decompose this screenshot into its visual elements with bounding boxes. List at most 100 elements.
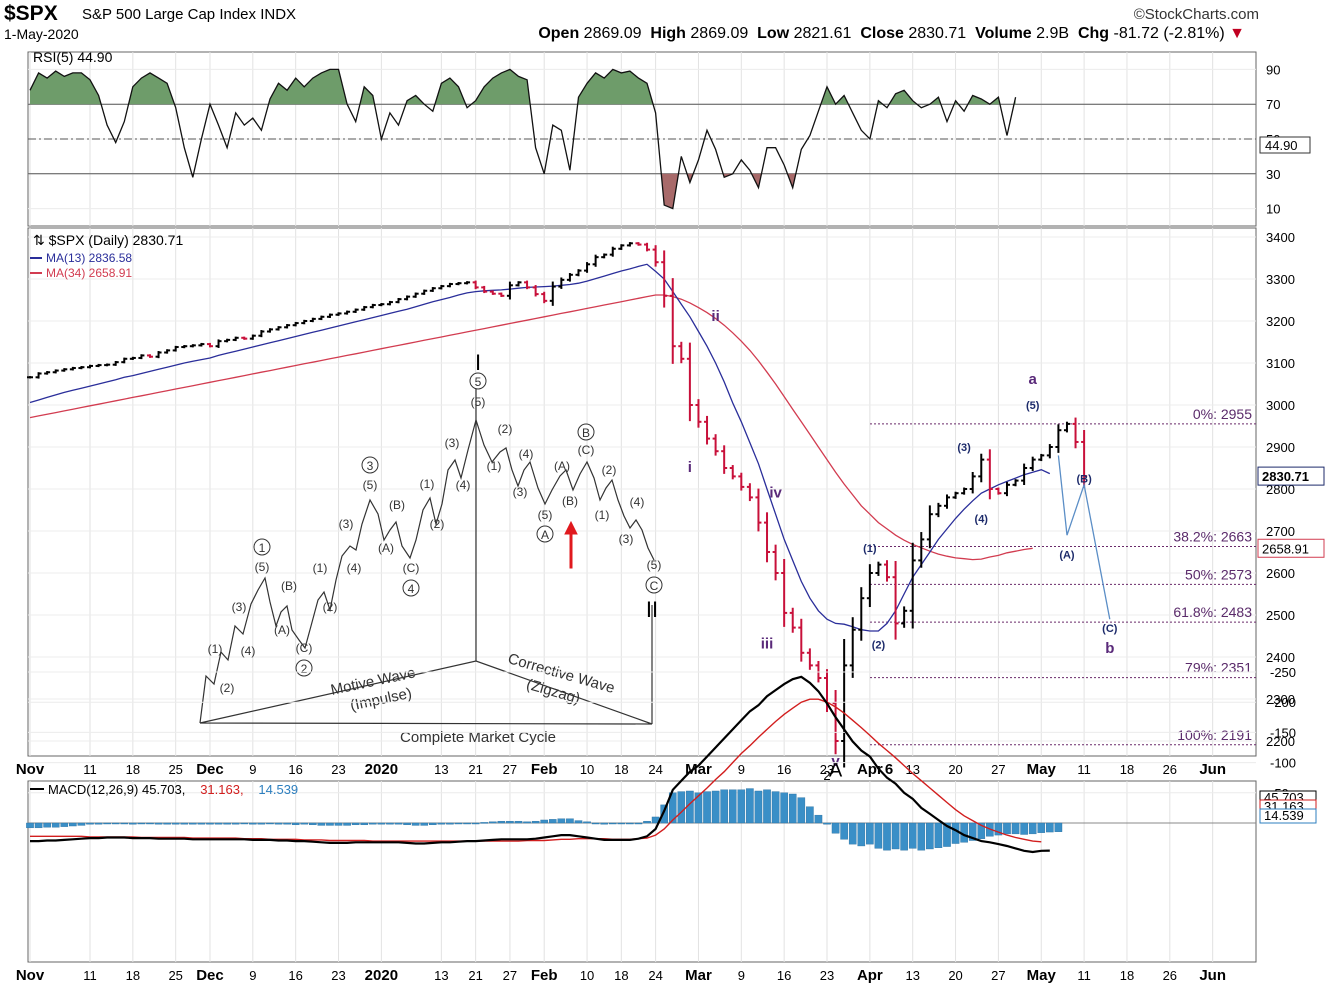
down-arrow-icon: ▼ [1229,25,1245,42]
macd-histogram-bar [437,822,446,825]
x-axis-label: 20 [948,968,962,983]
price-bar [155,351,162,359]
macd-histogram-bar [369,822,377,825]
macd-histogram-bar [763,789,771,824]
macd-histogram-bar [411,822,420,826]
price-bar [224,338,231,343]
macd-histogram-bar [994,822,1003,836]
x-axis-label: 18 [126,968,140,983]
macd-legend-value: 31.163, [200,782,243,797]
macd-histogram-bar [891,822,900,850]
price-tick-label: 2700 [1266,524,1295,539]
price-bar [892,561,899,640]
price-bar [472,280,479,290]
macd-histogram-bar [617,822,626,825]
price-tick-label: 2400 [1266,650,1295,665]
macd-histogram-bar [249,822,257,825]
macd-histogram-bar [240,822,249,825]
high-value: 2869.09 [690,25,749,42]
macd-histogram-bar [703,791,711,824]
macd-histogram-bar [720,789,728,824]
macd-histogram-bar [394,822,403,825]
price-bar [884,560,890,582]
wave-label: (B) [1076,474,1092,486]
inset-bottom-label: II [646,597,658,622]
legend-entry: MA(34) 2658.91 [46,266,132,280]
x-axis-label: 16 [288,968,302,983]
price-bar [764,512,771,563]
macd-histogram-bar [1003,822,1011,835]
macd-histogram-bar [86,822,94,825]
price-bar [566,273,573,282]
inset-wave-label: (5) [363,478,378,492]
price-tag: 2830.71 [1262,469,1309,484]
price-bar [275,326,282,331]
macd-histogram-bar [386,822,394,825]
price-bar [592,254,599,267]
price-bar [464,281,471,285]
price-bar [44,371,51,375]
macd-histogram-bar [154,822,163,825]
price-bar [618,244,625,250]
macd-histogram-bar [480,822,489,824]
inset-circle [536,525,554,543]
macd-histogram-bar [111,822,120,825]
price-bar [1038,453,1045,462]
macd-legend-value: 14.539 [258,782,298,797]
macd-histogram-bar [343,822,351,826]
open-value: 2869.09 [583,25,642,42]
inset-wave-label: (5) [255,560,270,574]
macd-histogram-bar [566,818,574,824]
price-bar [969,471,976,494]
price-bar [789,607,796,633]
macd-histogram-bar [540,819,548,824]
brand-logo-text: ©StockCharts.com [1133,6,1259,23]
chg-label: Chg [1077,25,1110,42]
macd-histogram-bar [223,822,231,825]
price-tick-label: 2500 [1266,608,1295,623]
x-axis-label: 23 [331,968,345,983]
x-axis-label: 24 [648,968,662,983]
rsi-line [29,68,1017,210]
wave-label: a [1029,371,1038,388]
wave-label: iii [761,636,774,653]
chart-date: 1-May-2020 [4,26,79,42]
macd-histogram-bar [291,822,300,826]
panel-frame-1 [27,227,1257,757]
inset-circled-label: 4 [408,582,415,596]
macd-histogram-bar [129,822,137,825]
price-bar [943,494,950,509]
red-arrow-icon [564,520,578,569]
x-axis-label: 27 [503,762,517,777]
price-bar [301,319,308,325]
price-bar [421,289,428,295]
inset-circled-label: C [650,579,659,593]
x-axis-label: 13 [905,968,919,983]
price-bar [806,648,813,670]
macd-histogram-bar [309,822,317,826]
x-axis-label: 16 [777,762,791,777]
inset-wave-label: (2) [602,463,617,477]
macd-histogram-bar [711,790,720,824]
macd-histogram-bar [77,822,86,826]
symbol-title: $SPX [4,2,58,25]
rsi-current-tag-box [1259,136,1311,154]
price-bar [584,262,591,273]
price-bar [609,246,616,257]
price-bar [318,315,325,321]
wave-label: iv [769,484,782,501]
price-bar [558,277,565,289]
x-axis-label: 27 [991,762,1005,777]
cycle-triangle [199,660,653,725]
x-axis-label: 25 [168,762,182,777]
macd-histogram-bar [334,822,343,826]
price-bar [378,303,385,307]
macd-histogram-bar [977,822,986,839]
macd-histogram-bar [943,822,951,847]
inset-circled-label: 5 [475,375,482,389]
inset-wave-label: (4) [456,478,471,492]
inset-wave-label: (3) [232,600,247,614]
price-bar [104,363,111,367]
wave-label: (5) [1026,400,1040,412]
panel-frame-2 [27,780,1257,963]
